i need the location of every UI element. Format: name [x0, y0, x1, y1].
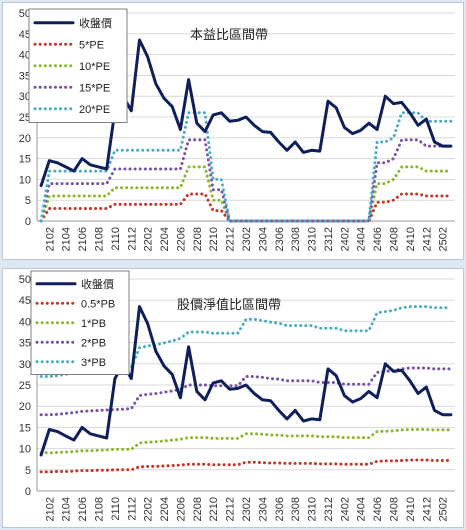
x-tick-label: 2308	[290, 227, 302, 251]
pb-band-chart: 0 5 10 15 20 25 30 35 40 45 50 2102 2104 2106 2108 2110…	[2, 268, 464, 528]
series-line-4	[39, 305, 453, 378]
x-tick-label: 2406	[372, 227, 384, 251]
x-tick-label: 2202	[143, 497, 155, 521]
x-tick-label: 2110	[110, 497, 122, 521]
y-tick-label: 25	[19, 112, 31, 124]
x-tick-label: 2304	[257, 227, 269, 251]
y-tick-label: 20	[19, 401, 31, 413]
y-tick-label: 15	[19, 154, 31, 166]
y-tick-label: 15	[19, 422, 31, 434]
x-tick-label: 2410	[405, 227, 417, 251]
legend-label: 20*PE	[79, 104, 110, 116]
x-tick-label: 2212	[225, 227, 237, 251]
series-line-1	[39, 192, 453, 223]
series-line-3	[39, 366, 453, 417]
x-tick-label: 2308	[290, 497, 302, 521]
y-tick-label: 45	[19, 29, 31, 41]
y-tick-label: 40	[19, 50, 31, 62]
x-tick-label: 2208	[192, 227, 204, 251]
x-tick-label: 2408	[389, 227, 401, 251]
y-tick-label: 5	[25, 195, 31, 207]
x-tick-label: 2312	[323, 497, 335, 521]
x-tick-label: 2412	[421, 497, 433, 521]
legend-label: 2*PB	[81, 337, 106, 349]
legend-label: 收盤價	[79, 16, 112, 30]
pe-band-chart-svg: 0 5 10 15 20 25 30 35 40 45 50 2102 2104 2106 2108 2110…	[19, 8, 455, 251]
y-tick-label: 20	[19, 133, 31, 145]
series-line-4	[39, 111, 453, 223]
series-line-0	[39, 38, 453, 188]
chart-title: 本益比區間帶	[190, 27, 268, 42]
x-tick-label: 2302	[241, 497, 253, 521]
legend-label: 10*PE	[79, 61, 110, 73]
series-line-3	[39, 138, 453, 223]
y-tick-label: 50	[19, 274, 31, 286]
x-tick-label: 2212	[225, 497, 237, 521]
x-tick-label: 2310	[307, 227, 319, 251]
x-tick-label: 2104	[61, 227, 73, 251]
x-tick-label: 2306	[274, 227, 286, 251]
legend-label: 3*PB	[81, 357, 106, 369]
x-tick-label: 2412	[421, 227, 433, 251]
y-tick-label: 45	[19, 295, 31, 307]
x-tick-label: 2402	[339, 497, 351, 521]
y-tick-label: 25	[19, 380, 31, 392]
y-tick-label: 10	[19, 444, 31, 456]
y-tick-label: 50	[19, 8, 31, 20]
series-line-2	[39, 428, 453, 455]
x-tick-label: 2404	[356, 227, 368, 251]
legend-label: 15*PE	[79, 82, 110, 94]
x-tick-label: 2202	[143, 227, 155, 251]
chart-title: 股價淨值比區間帶	[177, 297, 281, 312]
legend-label: 收盤價	[81, 277, 114, 291]
pe-band-chart: 0 5 10 15 20 25 30 35 40 45 50 2102 2104 2106 2108 2110…	[2, 2, 464, 260]
x-tick-label: 2102	[44, 497, 56, 521]
x-tick-label: 2502	[438, 497, 450, 521]
x-tick-label: 2304	[257, 497, 269, 521]
x-tick-label: 2102	[44, 227, 56, 251]
x-tick-label: 2204	[159, 227, 171, 251]
chart-divider	[0, 261, 466, 267]
y-tick-label: 0	[25, 486, 31, 498]
x-tick-label: 2112	[126, 227, 138, 251]
x-tick-label: 2106	[77, 227, 89, 251]
pb-band-chart-svg: 0 5 10 15 20 25 30 35 40 45 50 2102 2104 2106 2108 2110…	[19, 270, 455, 521]
legend-label: 5*PE	[79, 39, 104, 51]
legend-label: 1*PB	[81, 318, 106, 330]
x-tick-label: 2312	[323, 227, 335, 251]
y-tick-label: 0	[25, 216, 31, 228]
x-tick-label: 2402	[339, 227, 351, 251]
legend-label: 0.5*PB	[81, 298, 115, 310]
x-tick-label: 2210	[208, 227, 220, 251]
series-line-0	[39, 305, 453, 457]
x-tick-label: 2310	[307, 497, 319, 521]
x-tick-label: 2204	[159, 497, 171, 521]
x-tick-label: 2110	[110, 227, 122, 251]
series-line-1	[39, 458, 453, 474]
x-tick-label: 2210	[208, 497, 220, 521]
series-line-2	[39, 165, 453, 223]
x-tick-label: 2408	[389, 497, 401, 521]
x-tick-label: 2104	[61, 497, 73, 521]
y-tick-label: 5	[25, 465, 31, 477]
y-tick-label: 40	[19, 316, 31, 328]
y-tick-label: 30	[19, 91, 31, 103]
y-tick-label: 30	[19, 359, 31, 371]
x-tick-label: 2502	[438, 227, 450, 251]
y-tick-label: 10	[19, 174, 31, 186]
y-tick-label: 35	[19, 70, 31, 82]
x-tick-label: 2208	[192, 497, 204, 521]
x-tick-label: 2206	[175, 227, 187, 251]
x-tick-label: 2206	[175, 497, 187, 521]
x-tick-label: 2108	[93, 227, 105, 251]
x-tick-label: 2302	[241, 227, 253, 251]
x-tick-label: 2306	[274, 497, 286, 521]
x-tick-label: 2406	[372, 497, 384, 521]
x-tick-label: 2106	[77, 497, 89, 521]
x-tick-label: 2404	[356, 497, 368, 521]
x-tick-label: 2112	[126, 497, 138, 521]
x-tick-label: 2108	[93, 497, 105, 521]
y-tick-label: 35	[19, 338, 31, 350]
x-tick-label: 2410	[405, 497, 417, 521]
